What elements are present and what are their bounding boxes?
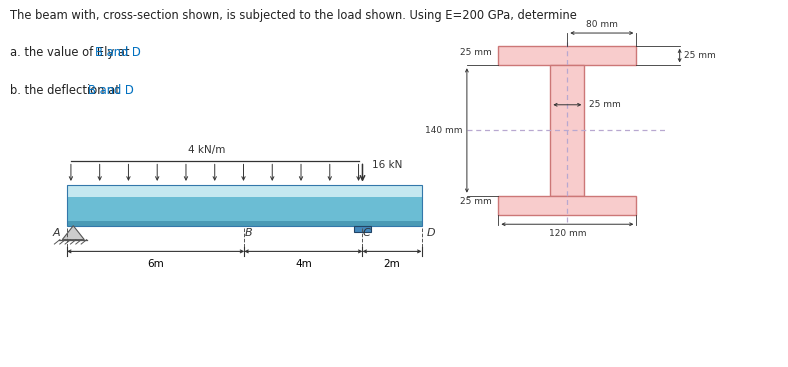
Text: B and D: B and D [87,84,133,97]
Polygon shape [62,226,84,240]
Text: b. the deflection at: b. the deflection at [10,84,124,97]
Text: 2m: 2m [384,259,400,269]
Bar [67,185,422,226]
Text: 4 kN/m: 4 kN/m [188,145,225,155]
Bar [67,221,422,226]
Bar [354,226,371,232]
Text: 120 mm: 120 mm [548,229,586,238]
Text: 25 mm: 25 mm [683,51,716,60]
Text: C: C [362,228,370,238]
Text: 140 mm: 140 mm [426,126,463,135]
Bar [498,196,636,215]
Text: a. the value of Ely at: a. the value of Ely at [10,46,133,59]
Bar [67,185,422,226]
Bar [67,185,422,197]
Text: 80 mm: 80 mm [586,20,618,29]
Text: 16 kN: 16 kN [372,160,403,170]
Text: 4m: 4m [295,259,312,269]
Bar [498,46,636,65]
Text: 25 mm: 25 mm [460,48,492,57]
Bar [550,65,584,196]
Text: 25 mm: 25 mm [589,100,621,109]
Text: The beam with, cross-section shown, is subjected to the load shown. Using E=200 : The beam with, cross-section shown, is s… [10,9,577,22]
Text: A: A [53,228,61,238]
Text: D: D [427,228,435,238]
Text: 25 mm: 25 mm [460,197,492,206]
Text: B: B [244,228,252,238]
Text: 6m: 6m [147,259,164,269]
Text: B and D: B and D [95,46,141,59]
